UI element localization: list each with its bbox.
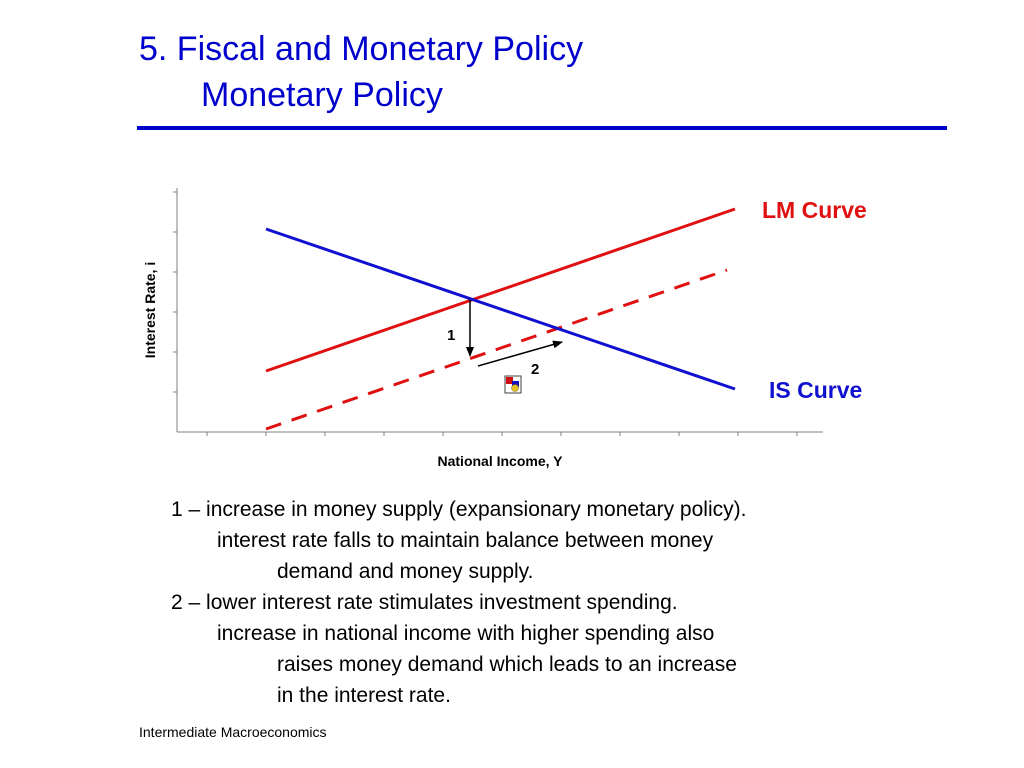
explanation-notes: 1 – increase in money supply (expansiona…: [171, 494, 746, 711]
note-2-line-2: increase in national income with higher …: [217, 622, 715, 645]
step-2-arrow: [477, 340, 563, 367]
note-step-1: 1 – increase in money supply (expansiona…: [171, 494, 746, 587]
step-1-label: 1: [447, 327, 455, 344]
title-underline: [137, 126, 947, 130]
slide-title: 5. Fiscal and Monetary Policy Monetary P…: [139, 26, 583, 118]
embedded-object-icon: [504, 375, 522, 394]
axes: [176, 188, 823, 433]
note-2-line-1: 2 – lower interest rate stimulates inves…: [171, 591, 678, 614]
note-step-2: 2 – lower interest rate stimulates inves…: [171, 587, 746, 711]
title-line-1: 5. Fiscal and Monetary Policy: [139, 30, 584, 68]
lm-curve-label: LM Curve: [762, 197, 867, 223]
footer-course-name: Intermediate Macroeconomics: [139, 724, 327, 740]
title-line-2: Monetary Policy: [201, 76, 443, 114]
note-1-line-3: demand and money supply.: [277, 560, 534, 583]
lm-curve: [265, 207, 736, 373]
note-1-line-2: interest rate falls to maintain balance …: [217, 529, 714, 552]
is-curve-label: IS Curve: [769, 377, 862, 403]
note-1-line-1: 1 – increase in money supply (expansiona…: [171, 498, 747, 521]
is-curve: [265, 227, 736, 391]
x-axis-label: National Income, Y: [438, 453, 564, 469]
note-2-line-4: in the interest rate.: [277, 684, 451, 707]
axis-ticks: [173, 191, 798, 436]
step-2-label: 2: [531, 361, 539, 378]
y-axis-label: Interest Rate, i: [142, 262, 158, 358]
lm-curve-shifted: [265, 268, 728, 431]
note-2-line-3: raises money demand which leads to an in…: [277, 653, 737, 676]
